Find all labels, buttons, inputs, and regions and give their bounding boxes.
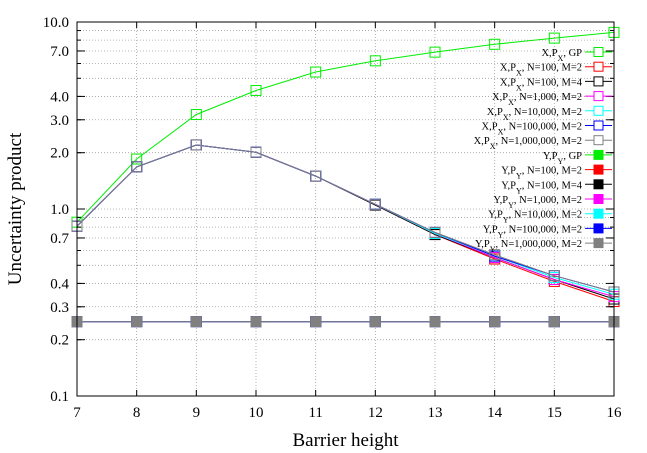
y-tick-label: 0.4: [50, 276, 69, 292]
legend-entry: X,PX, N=1,000,000, M=2: [474, 135, 612, 151]
legend-label: Y,PY, N=1,000, M=2: [493, 195, 582, 210]
legend-marker: [593, 91, 604, 102]
series-2: [71, 139, 620, 305]
y-axis-title: Uncertainty product: [5, 132, 26, 285]
x-tick-label: 11: [308, 405, 322, 421]
legend-label: X,PX, GP: [541, 48, 582, 63]
legend-entry: X,PX, N=100, M=4: [500, 76, 612, 92]
y-tick-label: 0.7: [50, 231, 69, 247]
x-tick-label: 15: [547, 405, 562, 421]
data-point: [310, 66, 322, 78]
legend-marker: [593, 208, 604, 219]
legend-entry: Y,PY, N=1,000, M=2: [493, 194, 612, 210]
legend-label: Y,PY, N=100, M=2: [501, 166, 582, 181]
y-tick-label: 0.2: [50, 333, 69, 349]
legend-entry: Y,PY, N=100,000, M=2: [483, 223, 612, 239]
legend-marker: [593, 135, 604, 146]
legend-label: X,PX, N=10,000, M=2: [487, 107, 582, 122]
legend-label: Y,PY, N=10,000, M=2: [488, 210, 582, 225]
data-point: [489, 38, 501, 50]
legend-marker: [593, 76, 604, 87]
legend-label: X,PX, N=1,000, M=2: [492, 92, 582, 107]
legend-marker: [593, 61, 604, 72]
legend-entry: Y,PY, N=100, M=4: [501, 179, 612, 195]
legend: X,PX, GPX,PX, N=100, M=2X,PX, N=100, M=4…: [474, 47, 612, 254]
legend-label: Y,PY, N=100, M=4: [501, 180, 582, 195]
x-tick-label: 16: [607, 405, 623, 421]
x-axis-title: Barrier height: [292, 430, 399, 451]
data-point: [548, 316, 560, 328]
legend-label: X,PX, N=100,000, M=2: [482, 122, 582, 137]
data-point: [429, 46, 441, 58]
y-tick-label: 0.1: [50, 389, 69, 405]
y-tick-label: 3.0: [50, 113, 69, 129]
data-point: [548, 270, 560, 282]
y-tick-label: 1.0: [50, 202, 69, 218]
series-13: [71, 316, 620, 328]
legend-marker: [593, 179, 604, 190]
legend-marker: [593, 238, 604, 249]
series-line: [76, 31, 615, 223]
legend-entry: X,PX, N=100,000, M=2: [482, 120, 612, 137]
data-point: [131, 316, 143, 328]
legend-marker: [593, 194, 604, 204]
y-tick-label: 7.0: [50, 44, 69, 60]
legend-entry: Y,PY, N=1,000,000, M=2: [475, 238, 612, 254]
data-point: [310, 316, 322, 328]
data-point: [250, 146, 262, 158]
series-0: [71, 26, 620, 228]
x-tick-label: 12: [368, 405, 383, 421]
data-point: [190, 139, 202, 151]
x-tick-label: 14: [487, 405, 503, 421]
data-point: [489, 316, 501, 328]
legend-label: Y,PY, GP: [543, 151, 582, 166]
data-point: [429, 316, 441, 328]
series-3: [71, 139, 620, 303]
axis-ticks: 7 8 9 10 11 12 13 14 15 16 0.1 0.2 0.3 0.4 0.7 1.0 2.0 3.…: [43, 15, 622, 421]
grid-lines: [77, 22, 614, 396]
data-point: [131, 153, 143, 165]
series-line: [76, 144, 615, 293]
legend-entry: X,PX, N=100, M=2: [500, 61, 612, 78]
legend-label: X,PX, N=100, M=2: [500, 63, 582, 78]
legend-entry: Y,PY, N=100, M=2: [501, 164, 612, 181]
legend-label: Y,PY, N=100,000, M=2: [483, 224, 582, 239]
y-tick-label: 4.0: [50, 89, 69, 105]
data-point: [429, 226, 441, 238]
legend-entry: Y,PY, N=10,000, M=2: [488, 208, 612, 225]
data-point: [250, 316, 262, 328]
legend-entry: X,PX, GP: [541, 47, 612, 63]
data-point: [190, 316, 202, 328]
data-point: [310, 170, 322, 182]
x-tick-label: 13: [428, 405, 443, 421]
legend-label: X,PX, N=1,000,000, M=2: [474, 136, 582, 151]
legend-entry: Y,PY, GP: [543, 149, 612, 166]
data-point: [489, 249, 501, 261]
legend-label: Y,PY, N=1,000,000, M=2: [475, 239, 582, 254]
legend-entry: X,PX, N=10,000, M=2: [487, 105, 612, 122]
data-point: [250, 85, 262, 97]
data-point: [369, 198, 381, 210]
y-tick-label: 10.0: [43, 15, 69, 31]
data-point: [190, 109, 202, 121]
y-tick-label: 0.3: [50, 300, 69, 316]
x-tick-label: 8: [133, 405, 141, 421]
legend-marker: [593, 223, 604, 234]
legend-marker: [593, 164, 604, 175]
legend-marker: [593, 105, 604, 116]
x-tick-label: 9: [193, 405, 201, 421]
legend-marker: [593, 149, 604, 160]
data-point: [548, 32, 560, 44]
legend-entry: X,PX, N=1,000, M=2: [492, 91, 612, 107]
legend-marker: [593, 120, 604, 131]
data-point: [369, 55, 381, 67]
y-tick-label: 2.0: [50, 146, 69, 162]
x-tick-label: 7: [73, 405, 81, 421]
data-point: [369, 316, 381, 328]
data-point: [131, 161, 143, 173]
x-tick-label: 10: [249, 405, 264, 421]
legend-marker: [593, 47, 604, 57]
legend-label: X,PX, N=100, M=4: [500, 77, 583, 92]
